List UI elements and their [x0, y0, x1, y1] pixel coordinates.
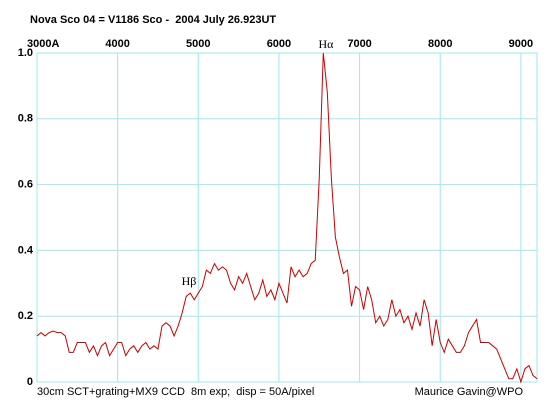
y-tick-label: 0 — [27, 376, 33, 388]
annotation: Hβ — [182, 274, 197, 288]
x-tick-label: 5000 — [186, 38, 210, 50]
x-tick-label: 3000A — [27, 38, 59, 50]
y-tick-label: 1.0 — [18, 47, 33, 59]
y-tick-label: 0.4 — [18, 244, 34, 256]
spectrum-line — [36, 52, 538, 384]
y-tick-label: 0.2 — [18, 310, 33, 322]
x-tick-label: 9000 — [509, 38, 533, 50]
footer-credit: Maurice Gavin@WPO — [415, 386, 524, 398]
x-tick-label: 6000 — [267, 38, 291, 50]
footer-note: 30cm SCT+grating+MX9 CCD 8m exp; disp = … — [37, 386, 314, 398]
y-tick-label: 0.6 — [18, 179, 33, 191]
y-tick-label: 0.8 — [18, 113, 33, 125]
x-tick-label: 4000 — [105, 38, 129, 50]
annotation: Hα — [319, 37, 335, 51]
x-tick-label: 8000 — [428, 38, 452, 50]
chart-title: Nova Sco 04 = V1186 Sco - 2004 July 26.9… — [30, 14, 276, 26]
x-tick-label: 7000 — [347, 38, 371, 50]
